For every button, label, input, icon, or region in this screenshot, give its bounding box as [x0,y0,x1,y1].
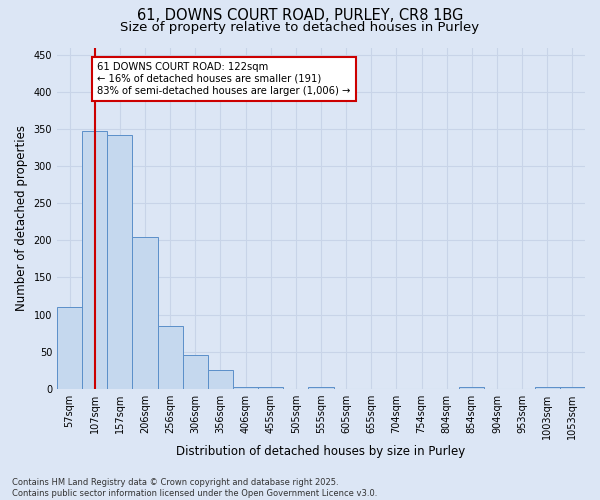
Bar [107,135,133,388]
Bar [459,387,484,388]
Bar [208,370,233,388]
Bar [258,387,283,388]
Bar [183,354,208,388]
Text: 61, DOWNS COURT ROAD, PURLEY, CR8 1BG: 61, DOWNS COURT ROAD, PURLEY, CR8 1BG [137,8,463,22]
Bar [57,307,82,388]
Bar [233,387,258,388]
Bar [158,326,183,388]
Bar [535,387,560,388]
Text: Size of property relative to detached houses in Purley: Size of property relative to detached ho… [121,22,479,35]
X-axis label: Distribution of detached houses by size in Purley: Distribution of detached houses by size … [176,444,466,458]
Bar [82,130,107,388]
Text: 61 DOWNS COURT ROAD: 122sqm
← 16% of detached houses are smaller (191)
83% of se: 61 DOWNS COURT ROAD: 122sqm ← 16% of det… [97,62,350,96]
Bar [133,238,158,388]
Text: Contains HM Land Registry data © Crown copyright and database right 2025.
Contai: Contains HM Land Registry data © Crown c… [12,478,377,498]
Y-axis label: Number of detached properties: Number of detached properties [15,125,28,311]
Bar [560,387,585,388]
Bar [308,387,334,388]
